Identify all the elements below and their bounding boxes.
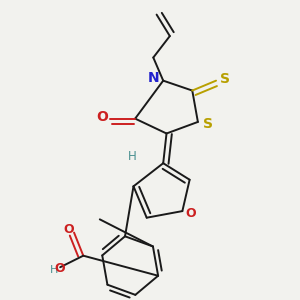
Text: O: O: [185, 207, 196, 220]
Text: O: O: [54, 262, 65, 275]
Text: O: O: [96, 110, 108, 124]
Text: S: S: [220, 72, 230, 86]
Text: S: S: [203, 117, 213, 130]
Text: H: H: [128, 150, 136, 163]
Text: O: O: [63, 224, 74, 236]
Text: H: H: [50, 265, 58, 275]
Text: N: N: [148, 71, 160, 85]
